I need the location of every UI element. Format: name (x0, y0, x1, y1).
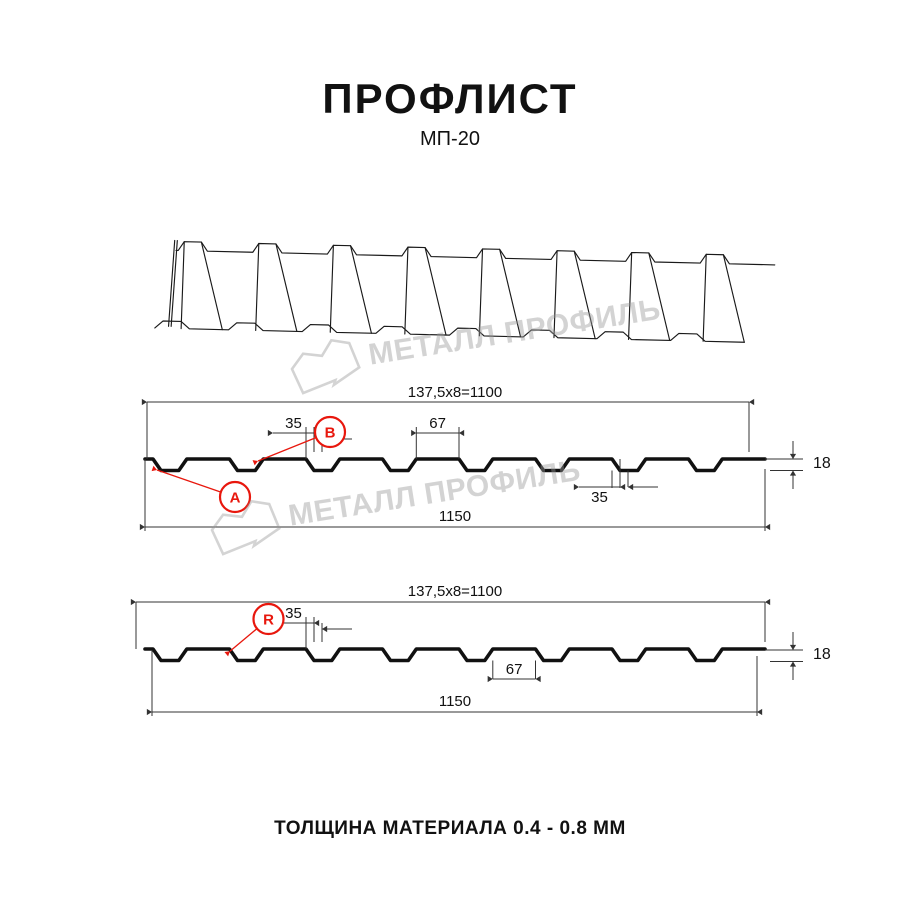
svg-text:137,5х8=1100: 137,5х8=1100 (408, 384, 502, 401)
svg-text:18: 18 (813, 455, 831, 472)
svg-text:МЕТАЛЛ ПРОФИЛЬ: МЕТАЛЛ ПРОФИЛЬ (286, 454, 583, 533)
svg-text:R: R (263, 612, 274, 629)
svg-text:1150: 1150 (439, 508, 471, 525)
svg-text:A: A (230, 490, 241, 507)
svg-text:137,5х8=1100: 137,5х8=1100 (408, 583, 502, 600)
svg-text:67: 67 (429, 415, 446, 432)
svg-text:1150: 1150 (439, 693, 471, 710)
svg-text:35: 35 (285, 605, 302, 622)
svg-text:МЕТАЛЛ ПРОФИЛЬ: МЕТАЛЛ ПРОФИЛЬ (366, 293, 663, 372)
svg-text:35: 35 (285, 415, 302, 432)
svg-text:67: 67 (506, 661, 523, 678)
svg-text:35: 35 (591, 489, 608, 506)
svg-text:18: 18 (813, 646, 831, 663)
svg-text:B: B (325, 425, 336, 442)
